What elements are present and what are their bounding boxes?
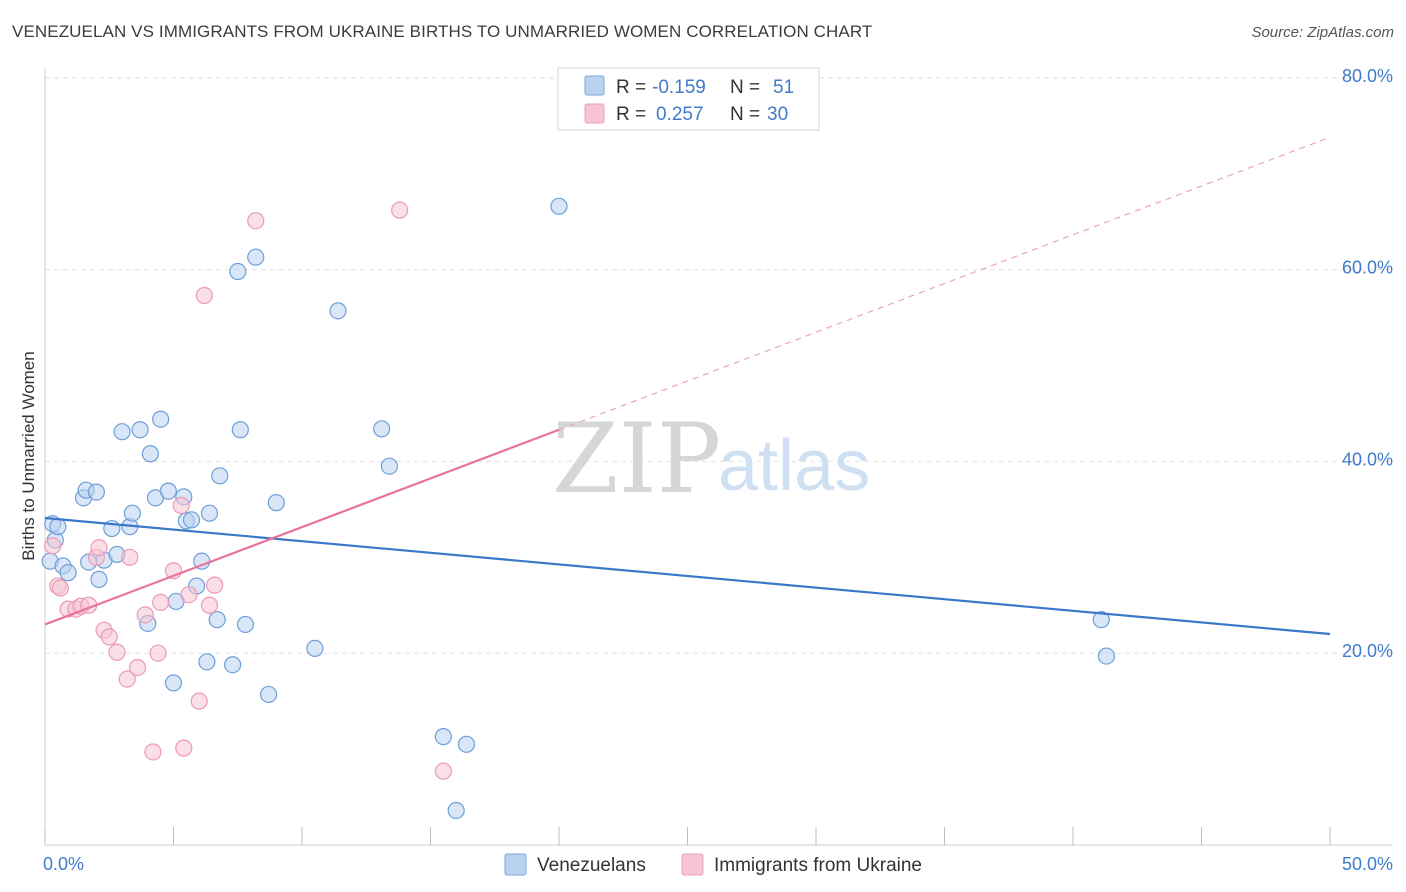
legend-r-label-1: R = [616,77,646,98]
ukraine-point-10 [100,628,118,646]
y-tick-label-20: 20.0% [1342,641,1393,661]
ukraine-point-2 [51,579,70,597]
watermark-atlas: atlas [718,426,870,506]
ukraine-point-25 [200,596,219,614]
watermark-zip: ZIP [552,403,721,515]
venezuelans-point-16 [123,504,141,522]
venezuelans-point-47 [457,735,476,753]
ukraine-point-26 [206,576,224,594]
series-ukraine-points [44,201,452,780]
ukraine-point-24 [195,286,213,305]
gridlines [45,77,1392,654]
bottom-legend: Venezuelans Immigrants from Ukraine [504,853,922,876]
ukraine-point-14 [128,658,147,677]
stats-legend: R = -0.159 N = 51 R = 0.257 N = 30 [557,67,820,131]
venezuelans-point-46 [447,801,465,820]
venezuelans-point-14 [113,423,131,441]
x-tick-label-max: 50.0% [1342,854,1393,874]
venezuelans-point-49 [1092,611,1110,629]
legend-r-label-2: R = [616,104,646,125]
legend-n-label-1: N = [730,77,760,98]
legend-r-value-1: -0.159 [652,77,706,98]
venezuelans-point-31 [198,653,216,671]
ukraine-point-8 [90,539,108,557]
axes [44,68,1392,846]
venezuelans-point-9 [87,483,106,501]
ukraine-point-21 [175,739,193,757]
legend-swatch-venezuelans [584,75,605,96]
ukraine-point-0 [44,537,62,555]
ukraine-point-22 [180,586,198,604]
ukraine-point-29 [434,762,452,780]
venezuelans-point-10 [90,570,108,588]
ukraine-point-23 [190,692,208,710]
venezuelans-point-38 [247,248,265,266]
ukraine-point-11 [108,643,126,661]
y-axis-label: Births to Unmarried Women [19,351,38,560]
ukraine-point-17 [149,644,167,662]
bottom-legend-label-venezuelans: Venezuelans [537,855,646,876]
y-tick-labels: 20.0% 40.0% 60.0% 80.0% [1342,66,1393,661]
ukraine-trend-line [44,428,560,626]
legend-n-label-2: N = [730,104,760,125]
y-tick-label-60: 60.0% [1342,258,1393,278]
venezuelans-point-34 [224,656,242,674]
venezuelans-point-48 [550,197,568,215]
ukraine-point-28 [391,201,409,219]
venezuelans-point-39 [259,685,278,704]
chart-title: VENEZUELAN VS IMMIGRANTS FROM UKRAINE BI… [12,22,873,41]
ukraine-point-12 [118,670,136,688]
venezuelans-point-5 [59,564,77,582]
ukraine-point-16 [144,743,162,761]
venezuelans-point-19 [141,445,159,463]
legend-n-value-1: 51 [773,77,794,98]
venezuelans-point-23 [164,674,183,692]
venezuelans-point-45 [434,728,452,746]
ukraine-point-27 [247,212,265,230]
y-tick-label-80: 80.0% [1342,66,1393,86]
series-venezuelans-points [41,197,1116,820]
venezuelans-point-27 [182,511,201,529]
venezuelans-point-36 [236,615,255,634]
venezuelans-trend-line [44,516,1331,636]
bottom-legend-swatch-venezuelans [504,853,527,876]
venezuelans-point-42 [329,302,347,320]
venezuelans-point-41 [306,639,324,658]
bottom-legend-swatch-ukraine [681,853,704,876]
venezuelans-point-33 [211,467,229,485]
x-tick-label-min: 0.0% [43,854,84,874]
venezuelans-point-40 [267,494,285,512]
legend-r-value-2: 0.257 [656,104,704,125]
x-tick-labels: 0.0% 50.0% [43,854,1393,874]
source-credit: Source: ZipAtlas.com [1251,24,1394,41]
ukraine-point-18 [152,593,170,611]
venezuelans-point-22 [159,482,177,500]
venezuelans-point-21 [152,410,170,428]
venezuelans-point-17 [131,421,149,439]
venezuelans-point-50 [1097,647,1116,665]
legend-n-value-2: 30 [767,104,788,125]
venezuelans-point-37 [229,262,247,281]
venezuelans-point-3 [49,518,67,536]
ukraine-point-20 [172,496,190,515]
venezuelans-point-43 [373,420,391,438]
bottom-legend-label-ukraine: Immigrants from Ukraine [714,855,922,876]
venezuelans-point-32 [208,611,226,629]
ukraine-point-15 [136,606,154,624]
venezuelans-point-35 [231,421,249,439]
venezuelans-point-30 [200,504,219,522]
venezuelans-point-44 [380,457,398,475]
legend-swatch-ukraine [584,103,605,124]
ukraine-trend-extension [558,136,1331,431]
y-tick-label-40: 40.0% [1342,449,1393,469]
ukraine-point-13 [121,548,139,566]
trend-lines [44,136,1331,636]
